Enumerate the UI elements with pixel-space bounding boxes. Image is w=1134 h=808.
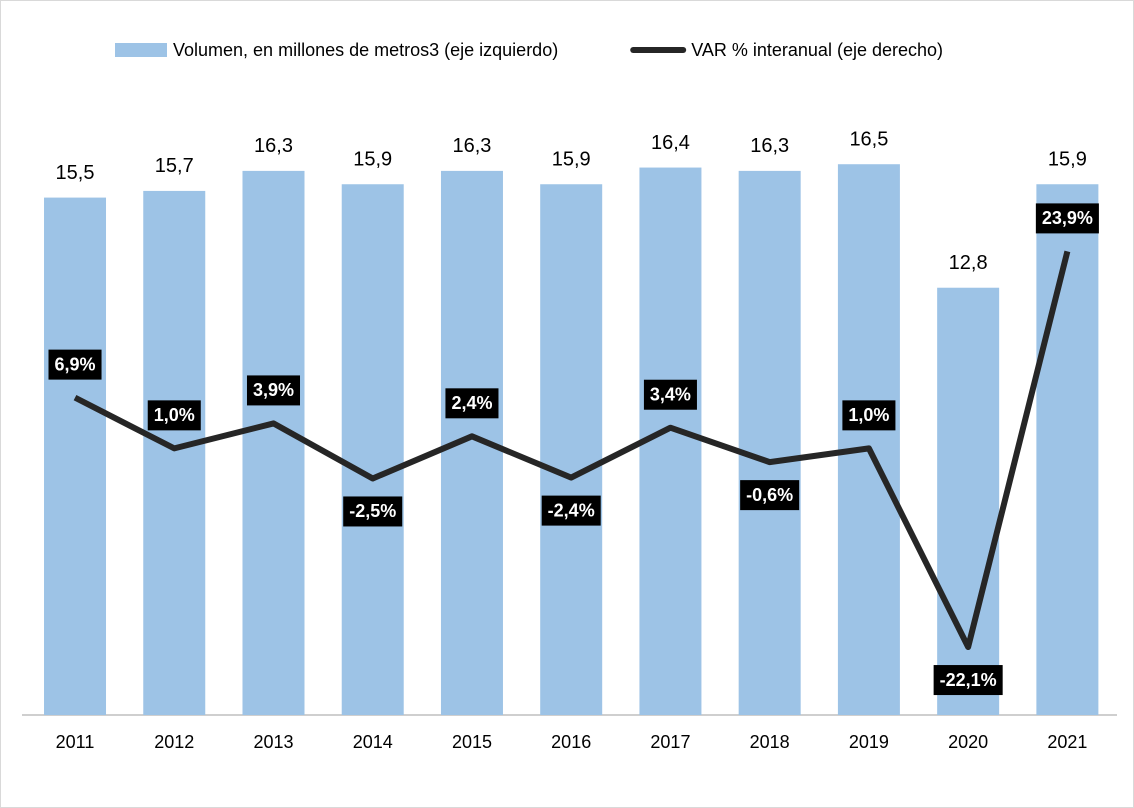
line-label-text: 1,0% <box>848 405 889 425</box>
line-label: 6,9% <box>48 349 102 380</box>
line-label-text: -22,1% <box>940 670 997 690</box>
x-tick-label: 2011 <box>56 732 95 752</box>
bar <box>1036 184 1099 715</box>
line-label-text: 3,9% <box>253 380 294 400</box>
bar-label: 16,3 <box>254 135 293 157</box>
x-tick-label: 2015 <box>452 732 492 752</box>
line-label: 1,0% <box>842 400 896 431</box>
bar-label: 16,3 <box>452 135 491 157</box>
line-label-box <box>842 400 896 431</box>
legend-label: Volumen, en millones de metros3 (eje izq… <box>173 40 558 60</box>
line-label: 3,9% <box>246 375 301 406</box>
line-label-text: -0,6% <box>746 485 793 505</box>
bar <box>837 164 900 715</box>
bar-label: 12,8 <box>949 252 988 274</box>
bar-label: 15,9 <box>552 149 591 171</box>
bar <box>540 184 603 715</box>
legend-label: VAR % interanual (eje derecho) <box>691 40 943 60</box>
legend-swatch <box>115 43 167 57</box>
line <box>73 250 1071 651</box>
line-label-text: 6,9% <box>55 354 96 374</box>
line-label-box <box>343 496 403 527</box>
bar-label: 16,4 <box>651 132 690 154</box>
bar <box>341 184 404 715</box>
x-tick-label: 2016 <box>551 732 591 752</box>
line-label: -0,6% <box>740 480 800 511</box>
bar <box>143 190 206 715</box>
line-label-box <box>541 495 601 526</box>
line-label: -2,5% <box>343 496 403 527</box>
line-label-text: 1,0% <box>154 405 195 425</box>
x-tick-label: 2013 <box>253 732 293 752</box>
line-label: 23,9% <box>1035 203 1099 234</box>
bar <box>44 197 107 716</box>
x-tick-label: 2021 <box>1047 732 1087 752</box>
bar-label: 15,5 <box>56 162 95 184</box>
bar-label: 15,7 <box>155 155 194 177</box>
line-label-box <box>445 388 499 419</box>
x-tick-label: 2017 <box>650 732 690 752</box>
bar-label: 16,5 <box>849 128 888 150</box>
bar <box>242 170 305 715</box>
x-tick-label: 2012 <box>154 732 194 752</box>
x-tick-label: 2014 <box>353 732 393 752</box>
line-label: 3,4% <box>643 379 697 410</box>
bar <box>937 287 1000 715</box>
bar-label: 15,9 <box>353 149 392 171</box>
x-tick-label: 2019 <box>849 732 889 752</box>
line-label-text: 23,9% <box>1042 208 1093 228</box>
line-label-text: -2,4% <box>548 500 595 520</box>
x-tick-label: 2020 <box>948 732 988 752</box>
line-label-box <box>246 375 301 406</box>
line-label-text: -2,5% <box>349 501 396 521</box>
line-label-box <box>740 480 800 511</box>
line-label-box <box>933 665 1003 696</box>
line-label: 1,0% <box>147 400 201 431</box>
line-label-text: 3,4% <box>650 384 691 404</box>
line-label-box <box>643 379 697 410</box>
bar-label: 15,9 <box>1048 149 1087 171</box>
line-label: 2,4% <box>445 388 499 419</box>
bar <box>738 170 801 715</box>
bar-label: 16,3 <box>750 135 789 157</box>
line-label-box <box>1035 203 1099 234</box>
line-label-box <box>147 400 201 431</box>
line-label: -2,4% <box>541 495 601 526</box>
line-label: -22,1% <box>933 665 1003 696</box>
line-label-text: 2,4% <box>451 393 492 413</box>
x-tick-label: 2018 <box>750 732 790 752</box>
line-label-box <box>48 349 102 380</box>
